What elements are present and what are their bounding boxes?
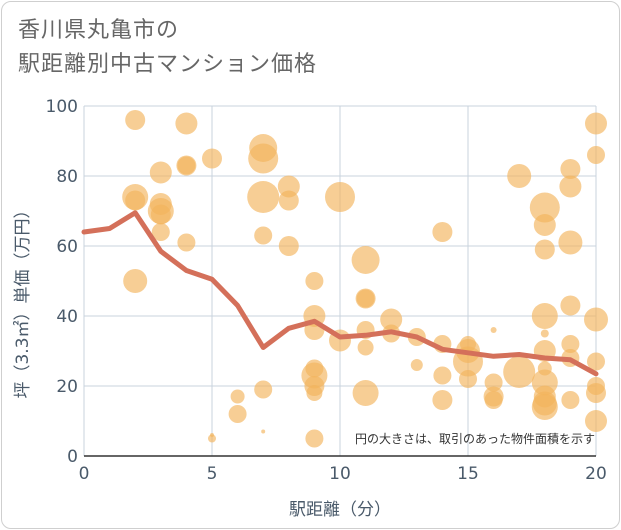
bubble-point <box>584 307 608 332</box>
chart-title-line1: 香川県丸亀市の <box>18 18 180 43</box>
bubble-point <box>531 394 558 420</box>
bubble-point <box>325 182 355 212</box>
y-tick-label: 20 <box>56 377 78 397</box>
bubble-point <box>357 339 374 356</box>
bubble-point <box>175 112 198 135</box>
bubble-point <box>559 175 582 198</box>
bubble-point <box>210 433 214 437</box>
bubble-point <box>306 385 323 401</box>
x-axis-label: 駅距離（分） <box>289 500 391 520</box>
bubble-point <box>254 380 273 399</box>
bubble-point <box>305 272 324 290</box>
bubble-point <box>228 405 247 423</box>
bubble-point <box>125 190 146 211</box>
grid-lines <box>83 105 597 457</box>
bubble-point <box>125 110 146 130</box>
bubble-point <box>149 161 172 184</box>
bubble-point <box>490 327 497 333</box>
bubble-point <box>558 230 583 255</box>
bubble-point <box>123 269 148 293</box>
bubble-point <box>352 380 379 406</box>
chart-title: 香川県丸亀市の 駅距離別中古マンション価格 <box>18 14 317 82</box>
bubble-point <box>151 223 170 241</box>
bubble-point <box>254 226 273 245</box>
y-tick-label: 100 <box>46 97 78 117</box>
bubble-point <box>484 373 503 392</box>
bubble-point <box>587 352 605 371</box>
bubble-point <box>533 214 556 236</box>
bubble-point <box>208 434 216 443</box>
bubble-point <box>278 190 299 211</box>
bubble-point <box>356 289 375 308</box>
bubble-point <box>586 383 606 403</box>
bubble-point <box>261 429 266 434</box>
bubble-point <box>305 429 324 448</box>
bubble-point <box>277 175 300 198</box>
bubble-point <box>561 391 580 409</box>
x-tick-label: 20 <box>585 464 607 484</box>
bubble-point <box>561 335 580 353</box>
bubble-point <box>432 222 453 242</box>
x-tick-label: 5 <box>207 464 218 484</box>
x-tick-label: 10 <box>329 464 351 484</box>
bubble-point <box>529 192 560 223</box>
bubble-point <box>278 236 299 256</box>
bubble-point <box>202 148 222 169</box>
chart-title-line2: 駅距離別中古マンション価格 <box>18 52 318 77</box>
bubble-point <box>177 233 196 252</box>
bubble-point <box>247 181 280 213</box>
y-tick-label: 60 <box>56 237 78 257</box>
bubble-point <box>560 295 581 316</box>
bubble-point <box>432 390 453 410</box>
bubble-point <box>531 303 558 329</box>
bubble-point <box>560 159 581 179</box>
bubble-point <box>230 389 245 404</box>
x-tick-label: 0 <box>79 464 90 484</box>
bubble-point <box>484 391 503 409</box>
bubble-point <box>507 164 532 188</box>
y-axis-label: 坪（3.3㎡）単価（万円） <box>13 201 33 398</box>
bubble-point <box>177 156 196 175</box>
bubble-point <box>503 356 536 388</box>
y-tick-labels: 0 20 40 60 80 100 <box>46 97 78 467</box>
y-tick-label: 40 <box>56 307 78 327</box>
bubble-point <box>150 204 171 225</box>
size-note: 円の大きさは、取引のあった物件面積を示す <box>355 431 595 446</box>
bubble-point <box>248 143 279 174</box>
bubble-point <box>540 329 549 338</box>
bubble-point <box>534 239 555 260</box>
x-tick-label: 15 <box>457 464 479 484</box>
bubble-point <box>587 146 605 164</box>
bubble-point <box>585 410 607 432</box>
bubble-point <box>380 308 403 331</box>
bubble-point <box>585 112 607 135</box>
bubble-point <box>459 370 477 388</box>
bubble-point <box>351 246 380 274</box>
bubble-point <box>433 366 452 385</box>
bubble-point <box>410 359 423 371</box>
trend-line <box>81 210 599 377</box>
y-tick-label: 0 <box>67 447 78 467</box>
y-tick-label: 80 <box>56 167 78 187</box>
x-tick-labels: 0 5 10 15 20 <box>79 464 607 484</box>
